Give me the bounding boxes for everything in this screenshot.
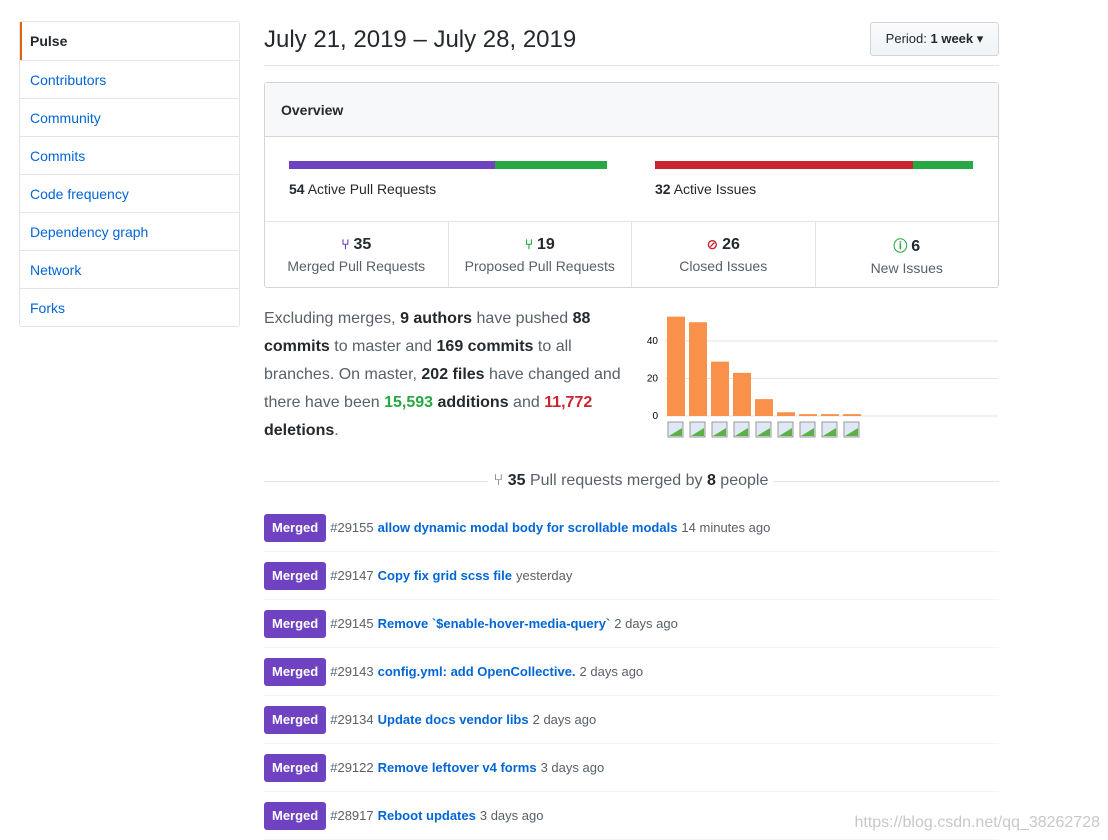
pr-list-item: Merged #29143 config.yml: add OpenCollecti… [264,648,999,696]
bar[interactable] [821,414,839,416]
issue-opened-icon: ⓘ [893,238,908,254]
sidebar-item-code-frequency[interactable]: Code frequency [20,174,239,212]
author-avatar-icon[interactable] [689,421,706,438]
merged-badge: Merged [264,705,327,734]
overview-title: Overview [265,83,998,137]
author-avatar-icon[interactable] [667,421,684,438]
merged-badge: Merged [264,609,327,638]
pr-list-item: Merged #29134 Update docs vendor libs 2 day… [264,696,999,744]
issue-closed-icon: ⊘ [706,236,719,252]
sidebar-item-commits[interactable]: Commits [20,136,239,174]
merged-badge: Merged [264,513,327,542]
bar-segment [495,161,607,169]
pr-title-link[interactable]: config.yml: add OpenCollective. [377,664,576,679]
pr-title-link[interactable]: Remove `$enable-hover-media-query` [377,616,611,631]
y-tick-label: 0 [652,411,658,422]
author-avatar-icon[interactable] [821,421,838,438]
stat-merged-pull-requests[interactable]: ⑂ 35 Merged Pull Requests [287,236,426,274]
overview-panel: Overview 54 Active Pull Requests 32 Acti… [264,82,999,288]
pr-title-link[interactable]: Copy fix grid scss file [377,568,512,583]
divider [264,65,999,66]
period-dropdown[interactable]: Period: 1 week ▾ [870,22,999,56]
sidebar-item-forks[interactable]: Forks [20,288,239,326]
caret-down-icon: ▾ [976,31,984,46]
y-tick-label: 20 [647,374,659,385]
page-title: July 21, 2019 – July 28, 2019 [264,26,577,53]
author-avatar-icon[interactable] [755,421,772,438]
commits-by-author-chart: 0 20 40 [647,316,998,438]
pr-title-link[interactable]: Update docs vendor libs [377,712,529,727]
sidebar-item-community[interactable]: Community [20,98,239,136]
bar[interactable] [689,322,707,416]
active-prs-link[interactable]: 54 Active Pull Requests [289,181,437,197]
merged-badge: Merged [264,753,327,782]
sidebar-item-pulse[interactable]: Pulse [20,22,239,60]
stat-new-issues[interactable]: ⓘ 6 New Issues [814,222,999,287]
watermark: https://blog.csdn.net/qq_38262728 [854,814,1100,831]
git-pull-request-icon: ⑂ [524,236,534,252]
bar[interactable] [843,414,861,416]
merged-pr-list: Merged #29155 allow dynamic modal body for… [264,504,999,840]
sidebar-item-contributors[interactable]: Contributors [20,60,239,98]
bar[interactable] [733,372,751,416]
bar[interactable] [711,361,729,416]
sidebar-item-dependency-graph[interactable]: Dependency graph [20,212,239,250]
pr-list-item: Merged #29147 Copy fix grid scss file yeste… [264,552,999,600]
bar[interactable] [799,414,817,416]
git-merge-icon: ⑂ [341,236,350,252]
bar-segment [655,161,914,169]
author-avatar-icon[interactable] [733,421,750,438]
merged-prs-heading: ⑂ 35 Pull requests merged by 8 people [0,472,1108,490]
merged-badge: Merged [264,801,327,830]
pr-bar [289,161,607,169]
stat-proposed-pull-requests[interactable]: ⑂ 19 Proposed Pull Requests [447,222,632,287]
sidebar: Pulse Contributors Community Commits Code fr… [19,21,240,327]
pr-title-link[interactable]: Reboot updates [377,808,476,823]
bar-segment [913,161,973,169]
merged-badge: Merged [264,561,327,590]
pr-title-link[interactable]: allow dynamic modal body for scrollable … [377,520,678,535]
author-avatar-icon[interactable] [777,421,794,438]
author-avatar-icon[interactable] [711,421,728,438]
bar-segment [289,161,496,169]
y-tick-label: 40 [647,336,659,347]
issue-bar [655,161,973,169]
pr-list-item: Merged #29145 Remove `$enable-hover-media-… [264,600,999,648]
pr-title-link[interactable]: Remove leftover v4 forms [377,760,537,775]
pr-list-item: Merged #29155 allow dynamic modal body for… [264,504,999,552]
merged-badge: Merged [264,657,327,686]
author-avatar-icon[interactable] [799,421,816,438]
pr-list-item: Merged #29122 Remove leftover v4 forms 3 da… [264,744,999,792]
bar[interactable] [667,316,685,416]
git-merge-icon: ⑂ [493,472,504,489]
bar[interactable] [777,412,795,416]
commit-summary: Excluding merges, 9 authors have pushed … [264,310,621,439]
bar[interactable] [755,399,773,416]
author-avatar-icon[interactable] [843,421,860,438]
stat-closed-issues[interactable]: ⊘ 26 Closed Issues [631,222,815,287]
active-issues-link[interactable]: 32 Active Issues [655,181,757,197]
sidebar-item-network[interactable]: Network [20,250,239,288]
